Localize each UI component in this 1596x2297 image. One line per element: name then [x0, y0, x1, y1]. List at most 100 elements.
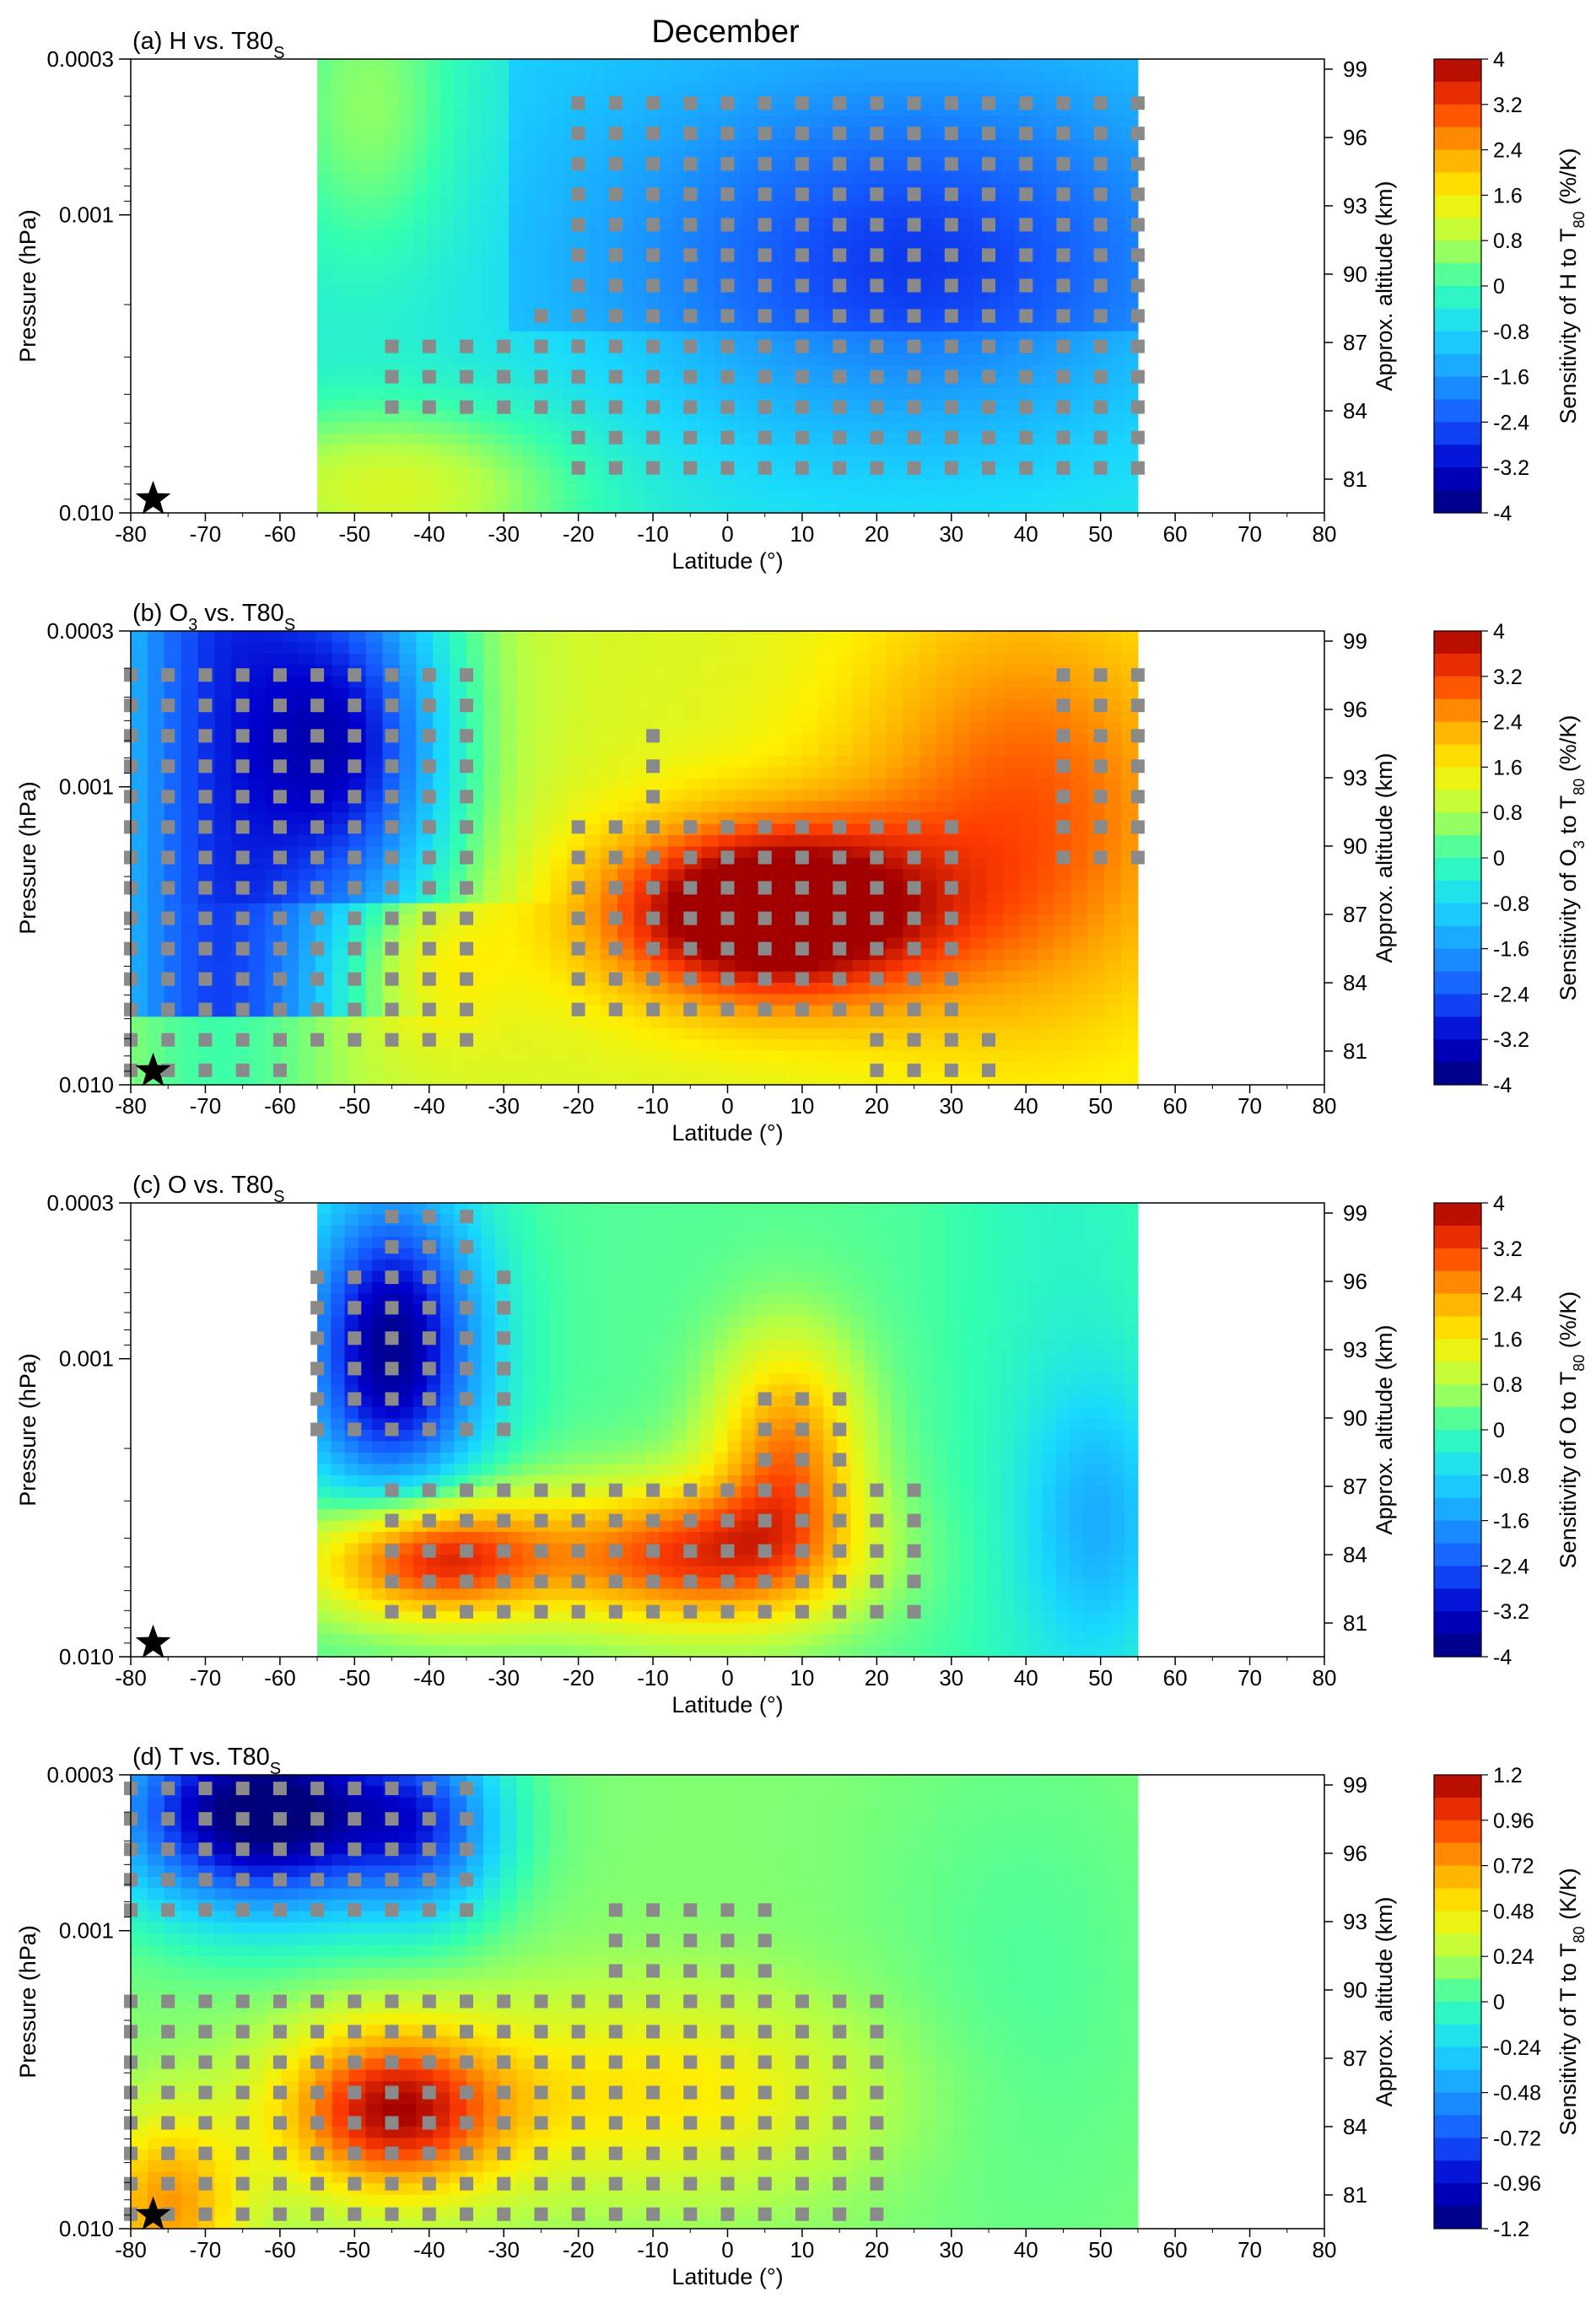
- heatmap-cell: [953, 733, 971, 746]
- heatmap-cell: [467, 116, 483, 128]
- heatmap-cell: [701, 778, 720, 790]
- heatmap-cell: [892, 376, 906, 389]
- heatmap-cell: [282, 835, 299, 848]
- heatmap-cell: [932, 433, 947, 445]
- heatmap-cell: [522, 365, 537, 378]
- heatmap-cell: [953, 721, 971, 734]
- heatmap-cell: [399, 331, 414, 343]
- heatmap-cell: [1003, 653, 1022, 666]
- significance-dot: [608, 96, 623, 111]
- heatmap-cell: [852, 982, 871, 995]
- heatmap-cell: [604, 70, 619, 83]
- heatmap-cell: [960, 399, 974, 412]
- heatmap-cell: [919, 778, 937, 790]
- y2-tick-label: 96: [1343, 125, 1367, 150]
- heatmap-cell: [315, 744, 333, 757]
- heatmap-cell: [499, 982, 518, 995]
- heatmap-cell: [1042, 501, 1057, 514]
- heatmap-cell: [1037, 1062, 1055, 1075]
- heatmap-cell: [903, 1050, 920, 1063]
- heatmap-cell: [886, 880, 903, 892]
- heatmap-cell: [768, 308, 783, 321]
- heatmap-cell: [850, 490, 865, 503]
- colorbar: 43.22.41.60.80-0.8-1.6-2.4-3.2-4Sensitiv…: [1433, 48, 1588, 526]
- heatmap-cell: [1124, 116, 1139, 128]
- heatmap-cell: [601, 801, 618, 813]
- significance-dot: [608, 157, 623, 171]
- heatmap-cell: [850, 116, 865, 128]
- heatmap-cell: [667, 721, 686, 734]
- heatmap-cell: [809, 161, 824, 174]
- heatmap-cell: [440, 433, 455, 445]
- heatmap-cell: [386, 320, 400, 332]
- heatmap-cell: [499, 835, 518, 848]
- heatmap-cell: [499, 790, 518, 802]
- heatmap-cell: [1069, 456, 1084, 468]
- heatmap-cell: [147, 778, 165, 790]
- significance-dot: [646, 248, 661, 262]
- heatmap-cell: [499, 1027, 518, 1040]
- heatmap-cell: [809, 490, 824, 503]
- heatmap-cell: [499, 653, 518, 666]
- heatmap-cell: [903, 665, 920, 677]
- heatmap-cell: [700, 81, 714, 94]
- heatmap-cell: [1003, 1062, 1022, 1075]
- heatmap-cell: [466, 925, 484, 938]
- heatmap-cell: [214, 676, 232, 688]
- heatmap-cell: [936, 835, 954, 848]
- heatmap-cell: [932, 70, 947, 83]
- heatmap-cell: [181, 642, 199, 655]
- heatmap-cell: [1110, 59, 1125, 72]
- heatmap-cell: [332, 1050, 350, 1063]
- heatmap-cell: [549, 501, 564, 514]
- heatmap-cell: [365, 892, 384, 904]
- heatmap-cell: [248, 937, 266, 950]
- heatmap-cell: [905, 206, 920, 218]
- heatmap-cell: [741, 490, 756, 503]
- heatmap-cell: [782, 59, 797, 72]
- heatmap-cell: [946, 478, 961, 491]
- heatmap-cell: [632, 93, 646, 105]
- significance-dot: [1019, 157, 1033, 171]
- heatmap-cell: [701, 733, 720, 746]
- heatmap-cell: [231, 869, 249, 882]
- heatmap-cell: [549, 104, 564, 116]
- heatmap-cell: [317, 183, 332, 196]
- colorbar-band: [1434, 376, 1481, 400]
- heatmap-cell: [181, 823, 199, 836]
- heatmap-cell: [1000, 445, 1016, 457]
- significance-dot: [833, 339, 847, 353]
- heatmap-cell: [509, 467, 523, 480]
- heatmap-cell: [919, 297, 934, 310]
- heatmap-cell: [590, 183, 606, 196]
- heatmap-cell: [809, 183, 824, 196]
- heatmap-cell: [433, 835, 450, 848]
- heatmap-cell: [700, 399, 714, 412]
- heatmap-cell: [667, 914, 686, 927]
- heatmap-cell: [1000, 127, 1016, 139]
- heatmap-cell: [1054, 835, 1071, 848]
- heatmap-cell: [785, 767, 803, 779]
- heatmap-cell: [563, 59, 578, 72]
- heatmap-cell: [1055, 353, 1070, 366]
- heatmap-cell: [785, 653, 803, 666]
- heatmap-cell: [499, 1050, 518, 1063]
- heatmap-cell: [741, 116, 756, 128]
- heatmap-cell: [905, 70, 920, 83]
- heatmap-cell: [371, 116, 386, 128]
- heatmap-cell: [1069, 501, 1084, 514]
- heatmap-cell: [584, 994, 601, 1006]
- significance-dot: [1056, 400, 1070, 414]
- heatmap-cell: [197, 1016, 216, 1029]
- heatmap-cell: [850, 172, 865, 185]
- heatmap-cell: [533, 1062, 552, 1075]
- heatmap-cell: [1069, 263, 1084, 276]
- heatmap-cell: [617, 81, 633, 94]
- heatmap-cell: [440, 467, 455, 480]
- heatmap-cell: [499, 869, 518, 882]
- significance-dot: [646, 400, 661, 414]
- heatmap-cell: [412, 218, 428, 230]
- heatmap-cell: [1055, 206, 1070, 218]
- heatmap-cell: [718, 687, 736, 700]
- heatmap-cell: [886, 665, 903, 677]
